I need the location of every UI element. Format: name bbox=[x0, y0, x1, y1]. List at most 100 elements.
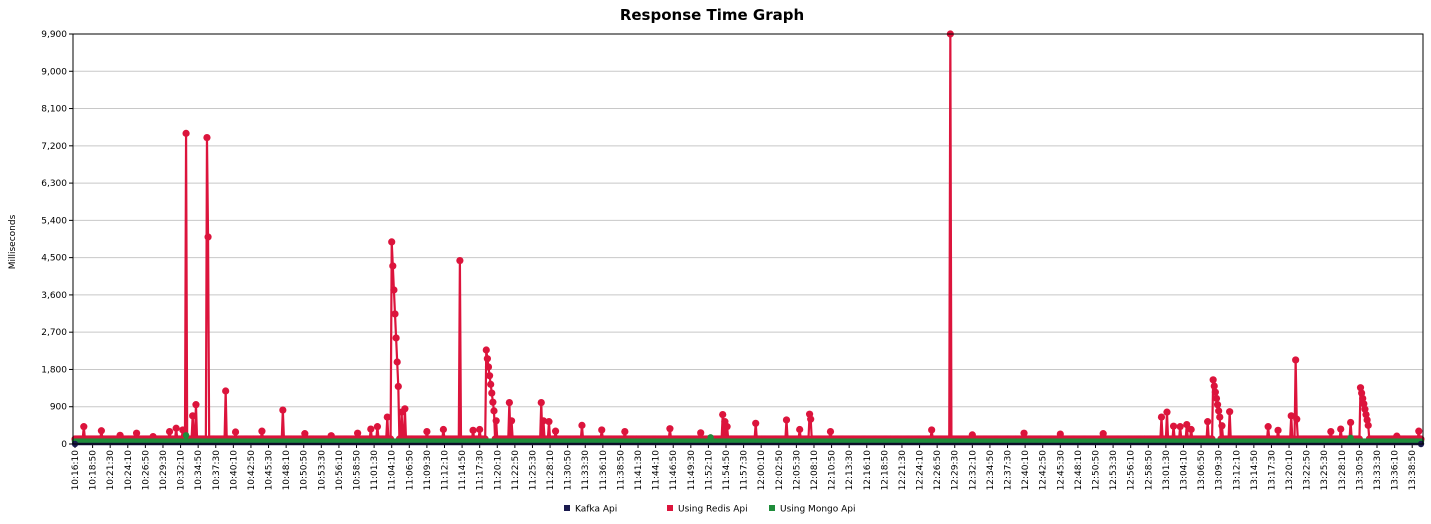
series-layer bbox=[71, 30, 1425, 448]
data-point bbox=[719, 411, 727, 419]
data-point bbox=[182, 129, 190, 137]
data-point bbox=[132, 429, 141, 437]
x-tick-label: 11:57:30 bbox=[740, 450, 750, 491]
x-tick-label: 13:01:30 bbox=[1162, 450, 1172, 491]
x-tick-label: 11:52:10 bbox=[704, 450, 714, 491]
x-tick-label: 12:48:10 bbox=[1074, 450, 1084, 491]
data-point bbox=[1292, 356, 1300, 364]
data-point bbox=[476, 425, 484, 434]
data-point bbox=[1209, 376, 1217, 384]
x-tick-label: 12:58:50 bbox=[1144, 450, 1154, 491]
x-tick-label: 10:53:30 bbox=[317, 450, 327, 491]
data-point bbox=[666, 425, 674, 433]
legend-swatch bbox=[667, 505, 673, 511]
data-point bbox=[1216, 413, 1224, 421]
data-point bbox=[301, 430, 309, 438]
x-tick-label: 12:45:30 bbox=[1056, 450, 1066, 491]
data-point bbox=[182, 432, 190, 439]
x-tick-label: 12:34:50 bbox=[986, 450, 996, 491]
y-axis-ticks: 0 900 1,800 2,700 3,600 4,500 5,400 6,300 7,200 8… bbox=[41, 30, 73, 450]
y-tick-label: 4,500 bbox=[41, 254, 67, 264]
x-tick-label: 10:29:30 bbox=[159, 450, 169, 491]
x-tick-label: 11:22:50 bbox=[511, 450, 521, 491]
x-tick-label: 12:21:30 bbox=[898, 450, 908, 491]
data-point bbox=[1358, 389, 1366, 397]
x-tick-label: 12:24:10 bbox=[916, 450, 926, 491]
data-point bbox=[621, 427, 629, 436]
data-point bbox=[1264, 423, 1272, 431]
x-tick-label: 11:06:50 bbox=[405, 450, 415, 491]
x-tick-label: 12:32:10 bbox=[968, 450, 978, 491]
data-point bbox=[1337, 425, 1345, 433]
data-point bbox=[1183, 420, 1191, 429]
legend-label: Using Mongo Api bbox=[780, 505, 855, 515]
x-tick-label: 13:25:30 bbox=[1320, 450, 1330, 491]
x-tick-label: 13:06:50 bbox=[1197, 450, 1207, 491]
data-point bbox=[826, 427, 835, 436]
data-point bbox=[1215, 407, 1223, 415]
data-point bbox=[1362, 411, 1370, 419]
data-point bbox=[469, 426, 477, 434]
x-tick-label: 12:42:50 bbox=[1039, 450, 1049, 491]
y-tick-label: 0 bbox=[61, 440, 67, 450]
x-tick-label: 12:00:10 bbox=[757, 450, 767, 491]
y-tick-label: 8,100 bbox=[41, 105, 67, 115]
data-point bbox=[1327, 427, 1335, 436]
y-axis-label: Milliseconds bbox=[8, 214, 18, 269]
x-tick-label: 10:32:10 bbox=[177, 450, 187, 491]
x-tick-label: 12:29:30 bbox=[951, 450, 961, 491]
x-tick-label: 10:37:30 bbox=[212, 450, 222, 491]
x-tick-label: 10:18:50 bbox=[89, 450, 99, 491]
data-point bbox=[1157, 413, 1166, 421]
data-point bbox=[539, 417, 548, 425]
x-tick-label: 11:33:30 bbox=[581, 450, 591, 491]
y-tick-label: 5,400 bbox=[41, 216, 67, 226]
x-tick-label: 11:54:50 bbox=[722, 450, 732, 491]
data-point bbox=[1210, 382, 1218, 390]
data-point bbox=[383, 413, 391, 421]
data-point bbox=[204, 233, 212, 241]
y-tick-label: 2,700 bbox=[41, 328, 67, 338]
data-point bbox=[1364, 421, 1372, 429]
legend-swatch bbox=[769, 505, 775, 511]
x-tick-label: 12:37:30 bbox=[1004, 450, 1014, 491]
data-point bbox=[258, 427, 266, 435]
data-point bbox=[388, 238, 396, 246]
x-tick-label: 13:36:10 bbox=[1391, 450, 1401, 491]
y-tick-label: 9,900 bbox=[41, 30, 67, 40]
x-tick-label: 13:28:10 bbox=[1338, 450, 1348, 491]
x-tick-label: 11:20:10 bbox=[493, 450, 503, 491]
data-point bbox=[222, 387, 230, 395]
data-point bbox=[179, 426, 187, 434]
data-point bbox=[80, 423, 88, 431]
data-point bbox=[401, 405, 409, 413]
data-point bbox=[1415, 427, 1423, 435]
legend-label: Using Redis Api bbox=[678, 505, 748, 515]
data-point bbox=[1226, 408, 1234, 416]
x-axis-ticks: 10:16:10 10:18:50 10:21:30 10:24:10 10:26:50… bbox=[71, 444, 1418, 490]
x-tick-label: 10:21:30 bbox=[106, 450, 116, 491]
data-point bbox=[1356, 384, 1365, 392]
data-point bbox=[507, 417, 516, 425]
data-point bbox=[165, 427, 174, 436]
data-point bbox=[373, 423, 382, 431]
x-tick-label: 12:02:50 bbox=[775, 450, 785, 491]
plot-area bbox=[73, 34, 1423, 444]
x-tick-label: 13:30:50 bbox=[1355, 450, 1365, 491]
data-point bbox=[456, 256, 464, 265]
x-tick-label: 10:40:10 bbox=[229, 450, 239, 491]
x-tick-label: 13:12:10 bbox=[1232, 450, 1242, 491]
x-tick-label: 13:09:30 bbox=[1215, 450, 1225, 491]
data-point bbox=[752, 419, 760, 427]
data-point bbox=[231, 428, 240, 436]
data-point bbox=[1363, 416, 1371, 424]
x-tick-label: 12:56:10 bbox=[1127, 450, 1137, 491]
data-point bbox=[1359, 394, 1367, 403]
data-point bbox=[392, 334, 400, 342]
x-tick-label: 11:01:30 bbox=[370, 450, 380, 491]
x-tick-label: 11:44:10 bbox=[652, 450, 662, 491]
data-point bbox=[537, 398, 545, 407]
x-tick-label: 13:04:10 bbox=[1179, 450, 1189, 491]
x-tick-label: 10:56:10 bbox=[335, 450, 345, 491]
